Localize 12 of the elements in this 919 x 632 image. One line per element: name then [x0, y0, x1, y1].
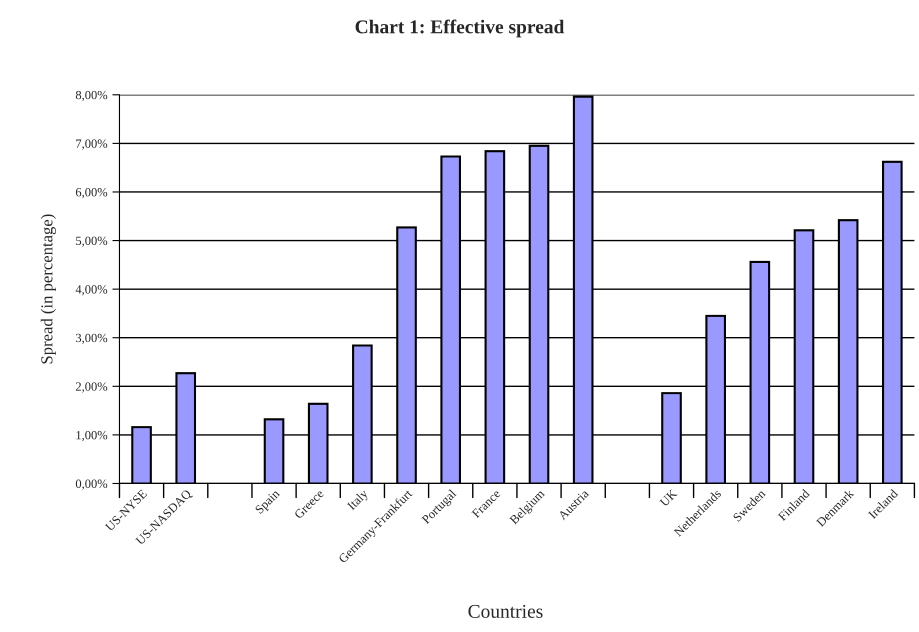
y-tick-label: 2,00% [76, 382, 108, 393]
y-tick-label: 7,00% [76, 139, 108, 150]
y-tick-label: 3,00% [76, 334, 108, 344]
y-tick-label: 5,00% [76, 236, 108, 247]
y-tick-label: 1,00% [76, 430, 108, 442]
y-axis-title: Spread (in percentage) [40, 214, 56, 364]
y-tick-label: 8,00% [76, 90, 108, 102]
chart-title: Chart 1: Effective spread [356, 20, 564, 38]
y-tick-label: 0,00% [76, 480, 108, 490]
y-tick-label: 4,00% [76, 285, 108, 296]
y-tick-label: 6,00% [76, 188, 108, 198]
x-axis-title: Countries [468, 604, 543, 618]
